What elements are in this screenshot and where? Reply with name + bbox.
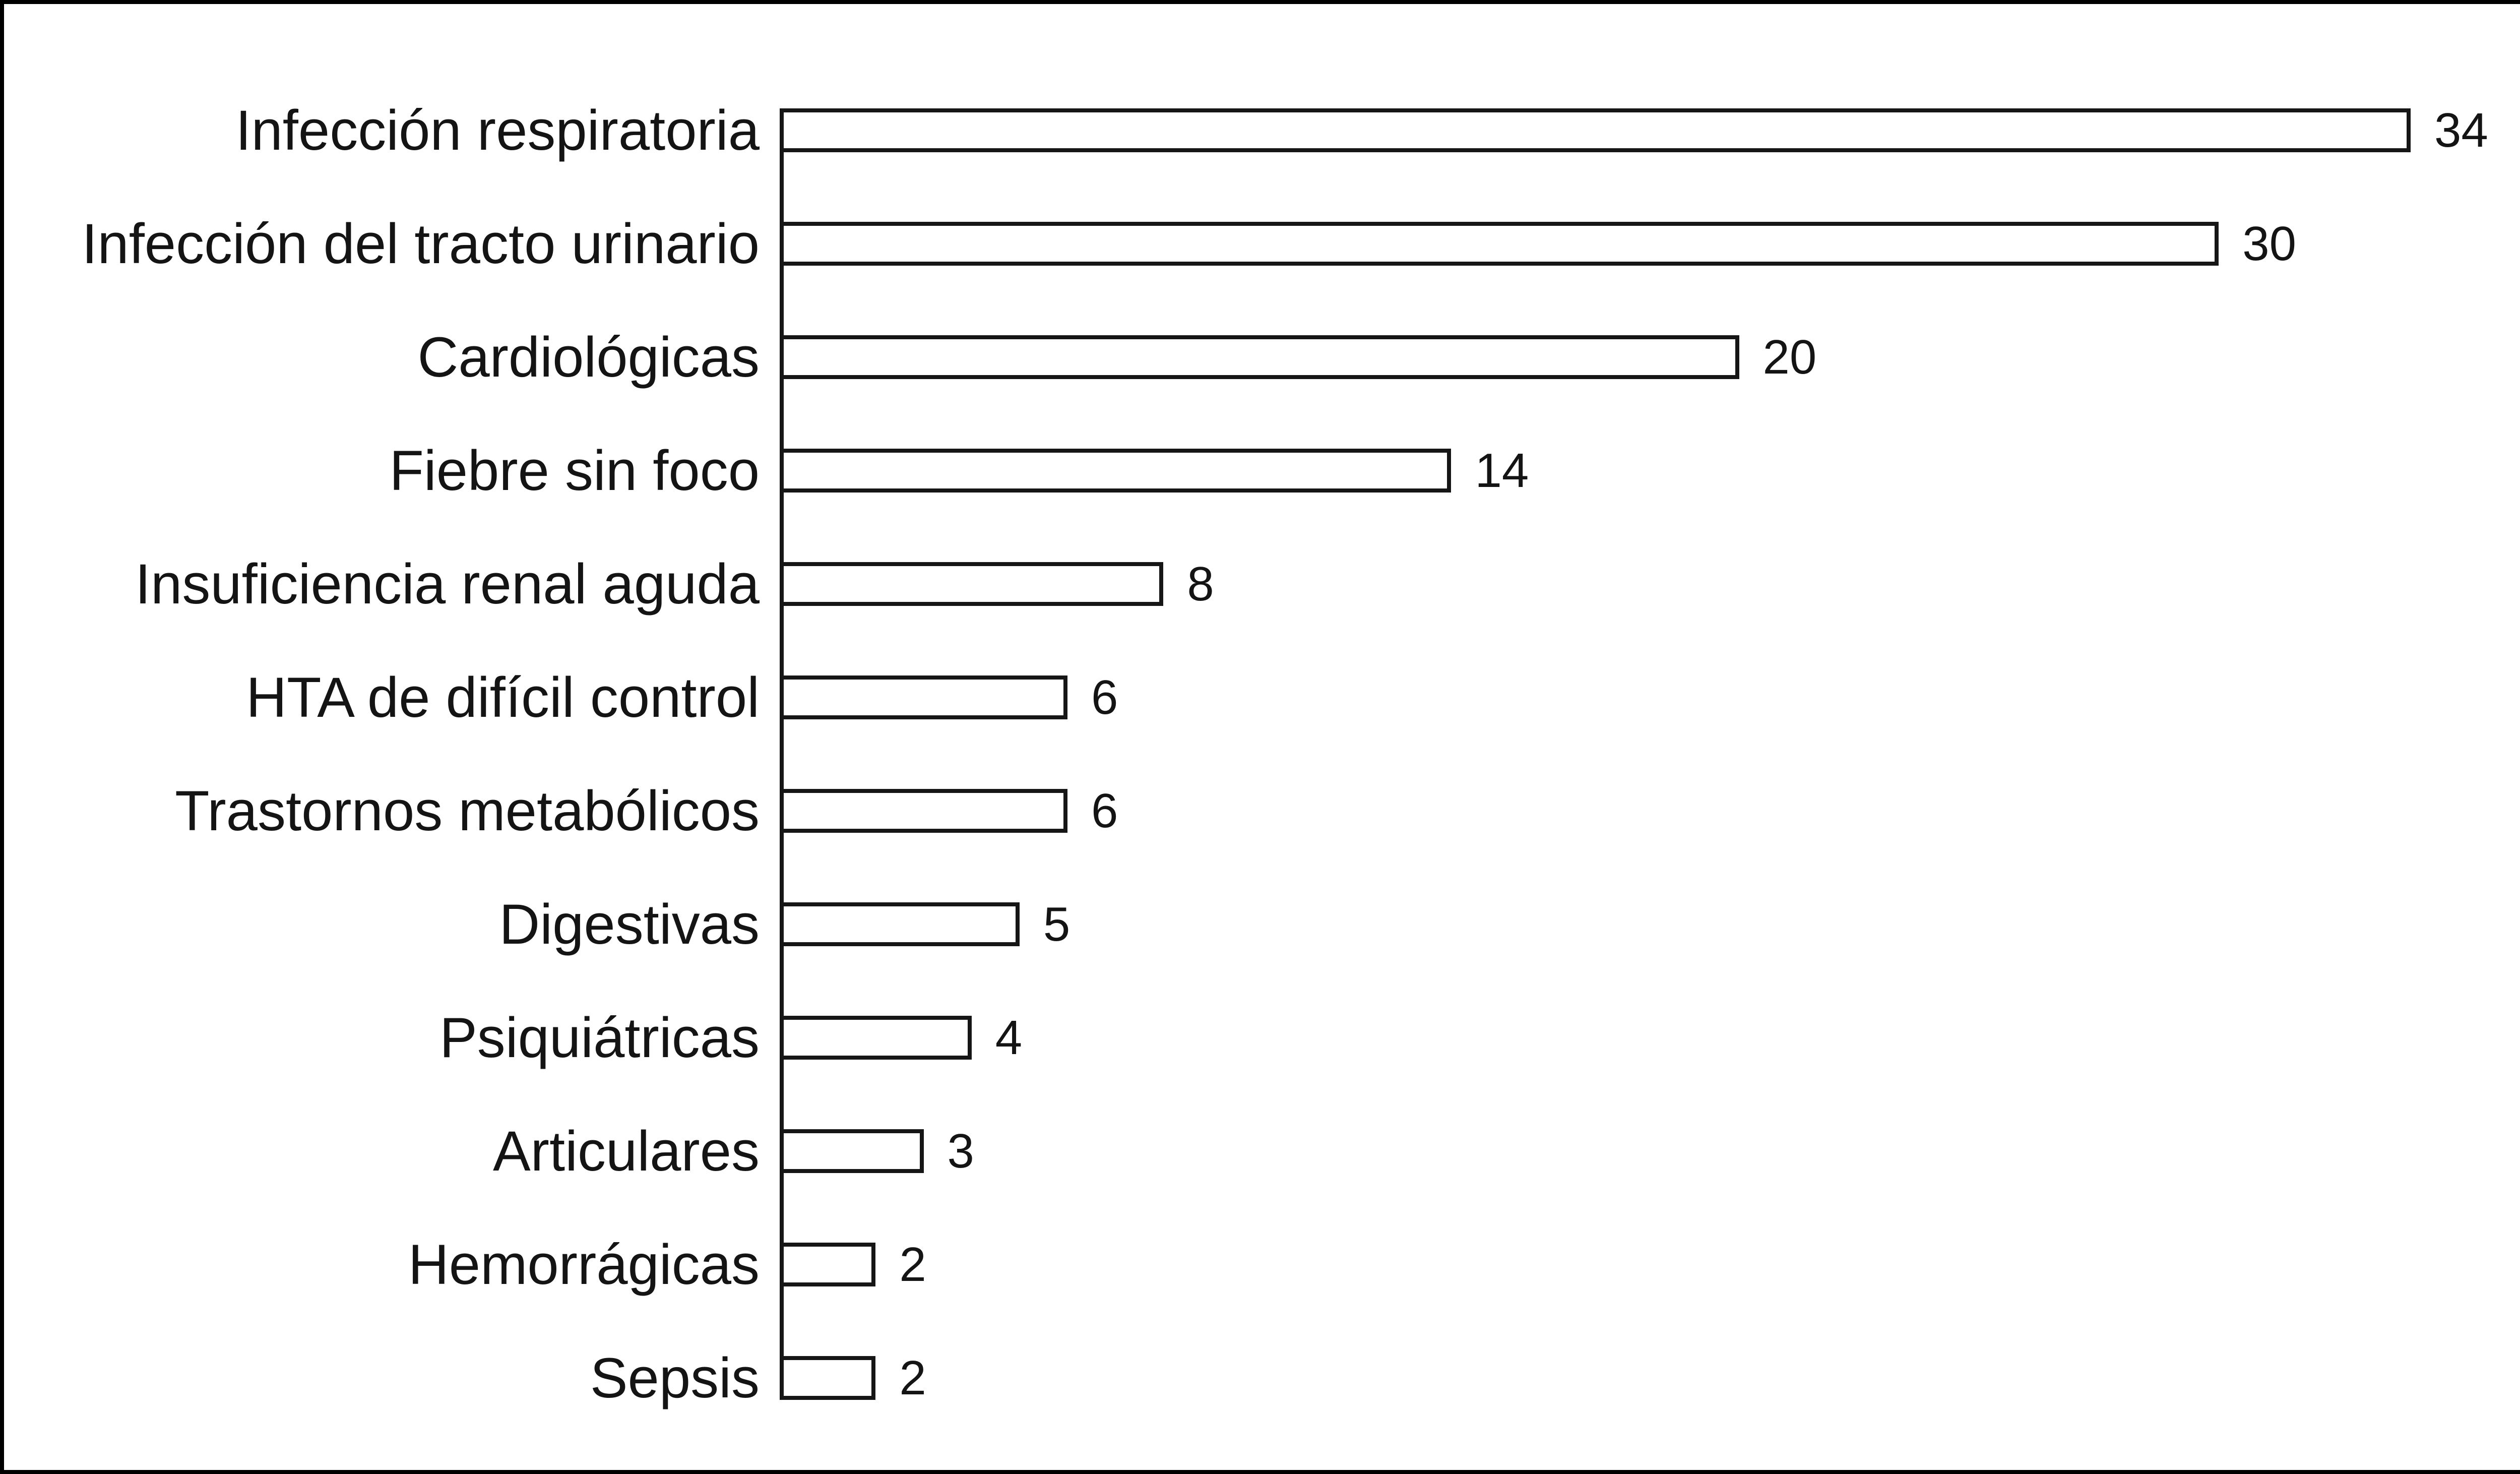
category-label: Infección respiratoria [235, 98, 760, 162]
chart-row: Psiquiátricas 4 [4, 1006, 2520, 1129]
category-label: Psiquiátricas [439, 1006, 760, 1069]
bar-track: 2 [780, 1350, 2520, 1405]
value-label: 5 [1043, 897, 1070, 951]
bar-track: 2 [780, 1237, 2520, 1292]
category-label: Articulares [492, 1119, 760, 1183]
chart-row: Cardiológicas 20 [4, 325, 2520, 449]
category-label: Hemorrágicas [408, 1233, 760, 1296]
bar [780, 1129, 924, 1173]
category-label: Cardiológicas [417, 325, 760, 389]
bar-track: 6 [780, 783, 2520, 838]
bar [780, 902, 1020, 946]
bar [780, 108, 2411, 152]
bar [780, 1016, 972, 1060]
category-label: Digestivas [499, 892, 760, 956]
bar-track: 14 [780, 443, 2520, 498]
chart-row: Insuficiencia renal aguda 8 [4, 552, 2520, 675]
category-label: Sepsis [590, 1346, 760, 1409]
bar [780, 562, 1164, 606]
bar-track: 34 [780, 103, 2520, 157]
bar-track: 4 [780, 1010, 2520, 1065]
bar [780, 1243, 876, 1286]
value-label: 3 [947, 1124, 974, 1178]
value-label: 2 [899, 1237, 926, 1292]
chart-row: Hemorrágicas 2 [4, 1233, 2520, 1356]
chart-row: Sepsis 2 [4, 1346, 2520, 1469]
category-label: Trastornos metabólicos [175, 779, 760, 842]
bar [780, 222, 2219, 266]
bar-track: 8 [780, 557, 2520, 611]
category-label: Fiebre sin foco [389, 439, 760, 502]
y-axis-line [780, 108, 784, 1400]
bar-track: 5 [780, 897, 2520, 951]
chart-row: Articulares 3 [4, 1119, 2520, 1243]
chart-row: Digestivas 5 [4, 892, 2520, 1016]
bar-track: 20 [780, 330, 2520, 384]
category-label: Insuficiencia renal aguda [135, 552, 760, 616]
value-label: 2 [899, 1350, 926, 1405]
value-label: 6 [1091, 670, 1118, 724]
value-label: 6 [1091, 783, 1118, 838]
bar [780, 335, 1739, 379]
value-label: 14 [1475, 443, 1529, 498]
bar-track: 6 [780, 670, 2520, 724]
value-label: 30 [2242, 216, 2297, 271]
value-label: 4 [995, 1010, 1023, 1065]
bar-chart: Infección respiratoria 34 Infección del … [4, 98, 2520, 1469]
chart-row: HTA de difícil control 6 [4, 665, 2520, 789]
chart-row: Trastornos metabólicos 6 [4, 779, 2520, 902]
value-label: 8 [1187, 557, 1214, 611]
category-label: Infección del tracto urinario [82, 212, 760, 275]
value-label: 20 [1762, 330, 1817, 384]
bar [780, 675, 1068, 719]
chart-row: Infección del tracto urinario 30 [4, 212, 2520, 335]
category-label: HTA de difícil control [246, 665, 760, 729]
bar [780, 789, 1068, 833]
chart-row: Infección respiratoria 34 [4, 98, 2520, 222]
chart-row: Fiebre sin foco 14 [4, 439, 2520, 562]
bar [780, 449, 1452, 493]
bar [780, 1356, 876, 1400]
value-label: 34 [2434, 103, 2488, 157]
bar-track: 3 [780, 1124, 2520, 1178]
bar-track: 30 [780, 216, 2520, 271]
